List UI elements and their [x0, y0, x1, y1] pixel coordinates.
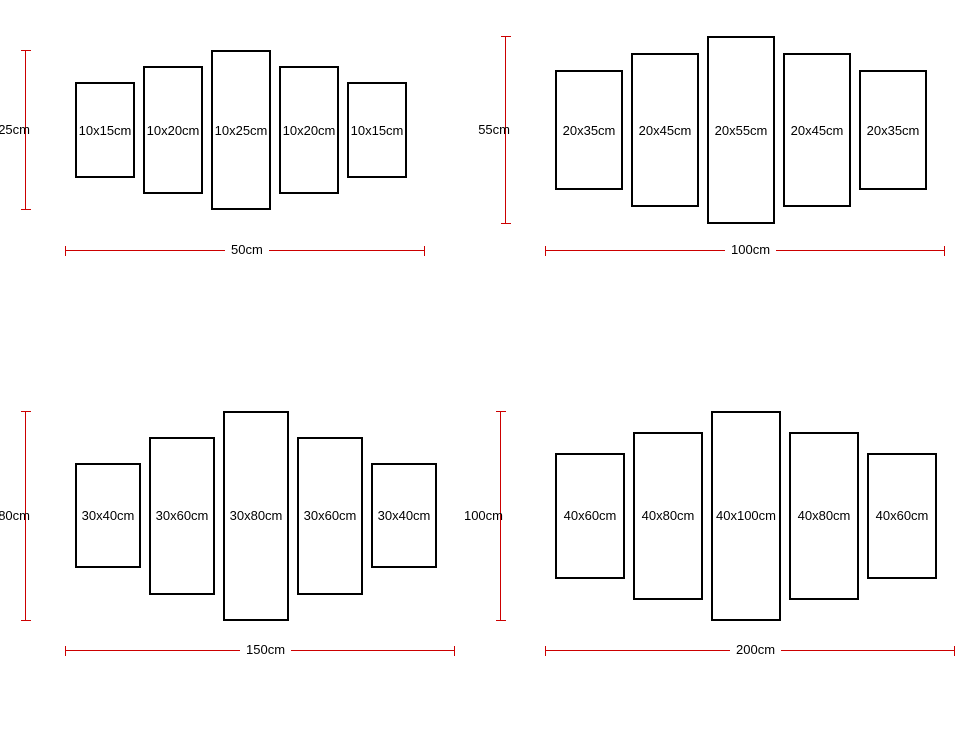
- panel: 30x40cm: [371, 463, 437, 568]
- height-label: 55cm: [478, 122, 510, 137]
- panel: 40x80cm: [789, 432, 859, 600]
- panels-row: 20x35cm20x45cm20x55cm20x45cm20x35cm: [555, 36, 927, 224]
- panels-row: 10x15cm10x20cm10x25cm10x20cm10x15cm: [75, 50, 407, 210]
- width-label: 50cm: [225, 242, 269, 257]
- panel: 10x25cm: [211, 50, 271, 210]
- layout-cell-3: 100cm40x60cm40x80cm40x100cm40x80cm40x60c…: [480, 375, 960, 749]
- panels-row: 30x40cm30x60cm30x80cm30x60cm30x40cm: [75, 411, 437, 621]
- height-label: 25cm: [0, 122, 30, 137]
- panel: 30x80cm: [223, 411, 289, 621]
- layout-grid: 25cm10x15cm10x20cm10x25cm10x20cm10x15cm5…: [0, 0, 960, 749]
- panel: 20x35cm: [555, 70, 623, 190]
- layout-cell-2: 80cm30x40cm30x60cm30x80cm30x60cm30x40cm1…: [0, 375, 480, 749]
- panel: 20x45cm: [783, 53, 851, 207]
- panel: 40x80cm: [633, 432, 703, 600]
- panel: 10x15cm: [75, 82, 135, 178]
- panel: 20x45cm: [631, 53, 699, 207]
- height-label: 100cm: [464, 508, 503, 523]
- panel: 40x100cm: [711, 411, 781, 621]
- panel: 10x20cm: [279, 66, 339, 194]
- width-label: 150cm: [240, 642, 291, 657]
- layout-cell-1: 55cm20x35cm20x45cm20x55cm20x45cm20x35cm1…: [480, 0, 960, 375]
- layout-cell-0: 25cm10x15cm10x20cm10x25cm10x20cm10x15cm5…: [0, 0, 480, 375]
- panel: 20x35cm: [859, 70, 927, 190]
- panel: 20x55cm: [707, 36, 775, 224]
- panel: 30x40cm: [75, 463, 141, 568]
- width-label: 100cm: [725, 242, 776, 257]
- panel: 10x20cm: [143, 66, 203, 194]
- panel: 10x15cm: [347, 82, 407, 178]
- panel: 30x60cm: [297, 437, 363, 595]
- panel: 30x60cm: [149, 437, 215, 595]
- panel: 40x60cm: [867, 453, 937, 579]
- width-label: 200cm: [730, 642, 781, 657]
- height-label: 80cm: [0, 508, 30, 523]
- panels-row: 40x60cm40x80cm40x100cm40x80cm40x60cm: [555, 411, 937, 621]
- panel: 40x60cm: [555, 453, 625, 579]
